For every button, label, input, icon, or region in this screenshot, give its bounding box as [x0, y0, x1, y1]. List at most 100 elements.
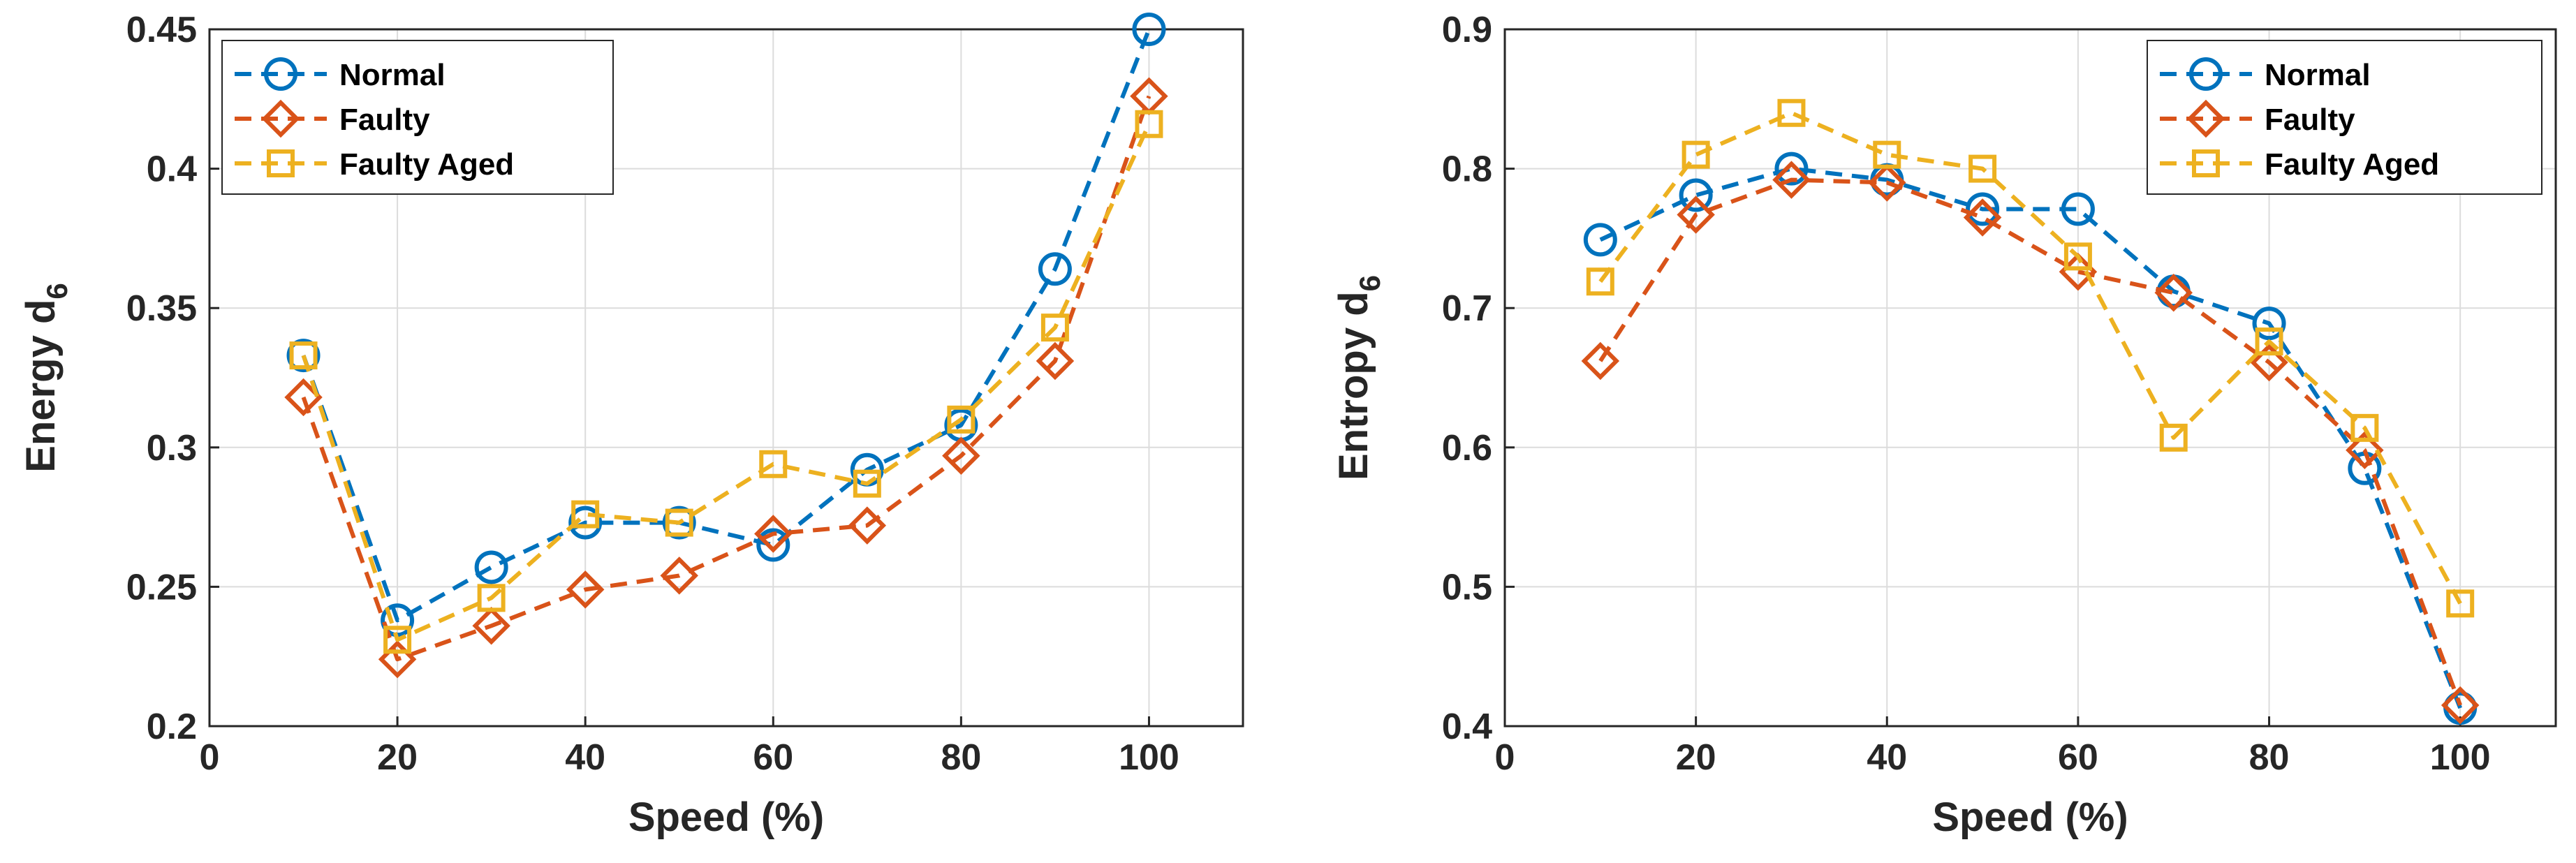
legend-label: Normal: [339, 58, 446, 92]
y-tick-label: 0.3: [147, 428, 197, 469]
data-point: [947, 405, 976, 434]
x-axis-title: Speed (%): [1932, 795, 2128, 840]
series-faulty: [1581, 161, 2480, 725]
data-point: [853, 469, 881, 498]
data-point: [2159, 423, 2188, 452]
data-point: [2154, 274, 2193, 312]
data-point: [286, 339, 321, 373]
x-tick-label: 20: [1676, 737, 1716, 778]
legend-marker: [2189, 57, 2223, 91]
y-tick-label: 0.5: [1442, 567, 1492, 607]
data-point: [1038, 252, 1072, 286]
data-point: [2446, 589, 2475, 618]
y-axis-title-main: Entropy d: [1331, 291, 1376, 480]
data-point: [378, 640, 417, 679]
data-point: [942, 436, 980, 475]
x-tick-label: 80: [2249, 737, 2290, 778]
series-line: [1599, 166, 2462, 709]
data-point: [1586, 267, 1614, 296]
data-point: [662, 506, 696, 540]
y-axis-title: Energy d6: [18, 283, 73, 473]
data-point: [2346, 431, 2384, 470]
data-point: [1681, 140, 1710, 169]
x-tick-label: 0: [200, 737, 220, 778]
y-tick-label: 0.7: [1442, 288, 1492, 329]
series-line: [1598, 110, 2462, 605]
series-line: [1598, 177, 2462, 707]
data-point: [660, 556, 698, 595]
data-point: [472, 607, 510, 645]
x-tick-label: 40: [565, 737, 605, 778]
data-point: [1774, 152, 1809, 186]
data-point: [474, 550, 508, 584]
data-point: [1873, 140, 1901, 169]
data-point: [1581, 341, 1620, 381]
data-point: [1777, 98, 1806, 127]
data-point: [1966, 192, 2000, 226]
data-point: [848, 506, 887, 545]
data-point: [566, 570, 605, 609]
data-point: [1868, 163, 1906, 202]
y-tick-label: 0.35: [126, 288, 197, 329]
data-point: [754, 515, 793, 553]
data-point: [1677, 196, 1715, 234]
data-point: [1679, 178, 1713, 212]
data-point: [383, 626, 412, 654]
x-tick-label: 60: [2058, 737, 2098, 778]
data-point: [289, 341, 318, 370]
data-point: [665, 508, 693, 537]
y-tick-label: 0.4: [147, 149, 197, 190]
axes-box: [208, 28, 1244, 728]
legend-label: Normal: [2265, 58, 2371, 92]
series-line: [301, 28, 1151, 623]
legend-marker: [2186, 99, 2225, 138]
series-faulty-aged: [289, 110, 1163, 654]
data-point: [756, 528, 790, 562]
data-point: [759, 450, 788, 478]
legend-marker: [261, 99, 300, 138]
y-axis-title: Entropy d6: [1331, 275, 1386, 480]
x-tick-label: 80: [941, 737, 981, 778]
y-tick-label: 0.4: [1442, 707, 1492, 747]
series-faulty-aged: [1586, 98, 2475, 618]
axes-box: [1503, 28, 2557, 728]
y-tick-label: 0.8: [1442, 149, 1492, 190]
y-axis-title-subscript: 6: [41, 283, 73, 299]
y-tick-label: 0.2: [147, 707, 197, 747]
x-axis-title: Speed (%): [628, 795, 824, 840]
data-point: [2063, 242, 2092, 271]
data-point: [1772, 161, 1811, 199]
energy-chart: 0 20 40 60 80 100 0.2 0.25 0.3 0.35 0.4 0.45 Speed (…: [18, 10, 1244, 840]
legend-label: Faulty: [2265, 103, 2355, 137]
data-point: [477, 584, 506, 612]
x-tick-label: 60: [753, 737, 793, 778]
data-point: [2255, 327, 2283, 356]
data-point: [2252, 307, 2286, 341]
data-point: [1135, 110, 1163, 138]
data-point: [2061, 192, 2095, 226]
y-axis-title-subscript: 6: [1353, 275, 1386, 291]
series-line: [301, 123, 1151, 642]
legend: Normal Faulty Faulty Aged: [221, 40, 614, 195]
y-tick-label: 0.9: [1442, 10, 1492, 50]
data-point: [571, 500, 600, 529]
y-tick-label: 0.45: [126, 10, 197, 50]
x-tick-label: 40: [1867, 737, 1907, 778]
data-point: [1040, 314, 1069, 342]
legend: Normal Faulty Faulty Aged: [2147, 40, 2542, 195]
data-point: [1132, 13, 1166, 46]
legend-marker: [2192, 149, 2220, 177]
data-point: [1036, 341, 1075, 381]
legend-label: Faulty Aged: [339, 147, 514, 182]
legend-label: Faulty Aged: [2265, 147, 2439, 182]
legend-box: [221, 40, 614, 195]
series-faulty: [284, 77, 1168, 679]
data-point: [568, 506, 603, 540]
series-normal: [286, 13, 1166, 637]
legend-label: Faulty: [339, 103, 430, 137]
data-point: [2441, 686, 2480, 725]
data-point: [1963, 198, 2002, 237]
data-point: [2350, 413, 2379, 442]
legend-marker: [267, 149, 295, 177]
